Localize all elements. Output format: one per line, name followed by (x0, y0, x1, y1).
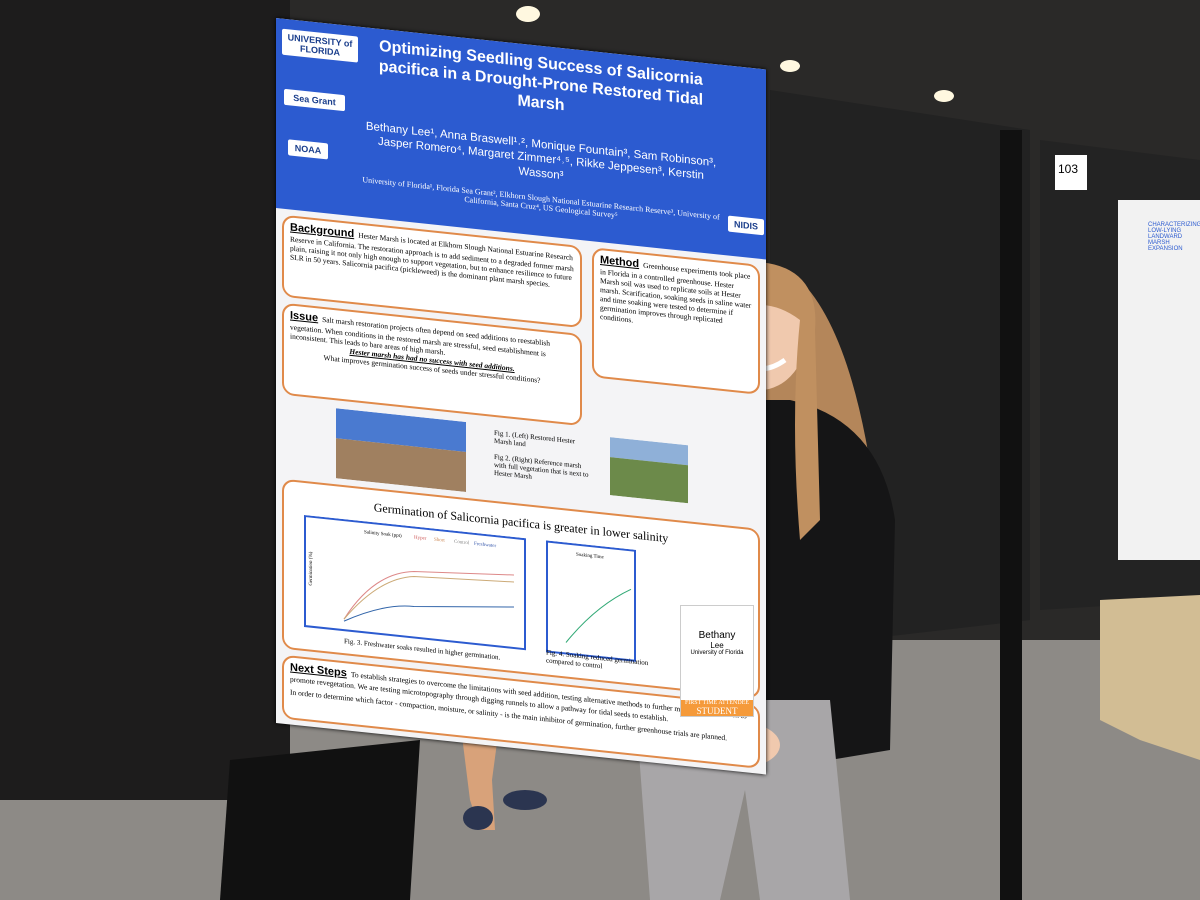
axis-label: Germination (%) (309, 551, 314, 586)
badge-surname: Lee (710, 641, 724, 650)
badge-name: Bethany (698, 630, 736, 641)
logo: UNIVERSITY of FLORIDA (282, 28, 358, 63)
ribbon: FIRST TIME ATTENDEE STUDENT (681, 700, 753, 716)
neighbor-poster-title: CHARACTERIZING LOW-LYING LANDWARD MARSH … (1148, 222, 1200, 252)
caption: Fig 2. (Right) Reference marsh with full… (494, 452, 589, 481)
results-section: Germination of Salicornia pacifica is gr… (282, 478, 760, 699)
figure: Salinity Soak (ppt) Hyper Short Control … (304, 514, 526, 651)
poster: UNIVERSITY of FLORIDA Sea Grant NOAA NID… (276, 18, 766, 775)
name-badge: Bethany Lee University of Florida FIRST … (680, 605, 754, 717)
logo: NIDIS (728, 215, 764, 236)
logo: Sea Grant (284, 88, 345, 112)
section: Method Greenhouse experiments took place … (592, 247, 760, 395)
badge-org: University of Florida (690, 650, 744, 656)
figure: Soaking Time (546, 540, 636, 662)
body: Greenhouse experiments took place in Flo… (600, 260, 752, 326)
ribbon-text: STUDENT (696, 706, 738, 716)
body: Hester Marsh is located at Elkhorn Sloug… (290, 230, 574, 289)
legend: Control (454, 540, 470, 547)
photo (610, 437, 688, 504)
legend: Hyper (414, 536, 427, 542)
ribbon-text: FIRST TIME ATTENDEE (684, 700, 750, 706)
caption: Fig 1. (Left) Restored Hester Marsh land (494, 428, 576, 449)
logo: NOAA (288, 139, 328, 160)
booth-number: 103 (1058, 162, 1079, 176)
photo (336, 408, 466, 492)
legend: Salinity Soak (ppt) (364, 530, 402, 539)
legend: Short (434, 538, 445, 544)
legend: Freshwater (474, 542, 496, 549)
axis-label: Soaking Time (576, 553, 605, 561)
